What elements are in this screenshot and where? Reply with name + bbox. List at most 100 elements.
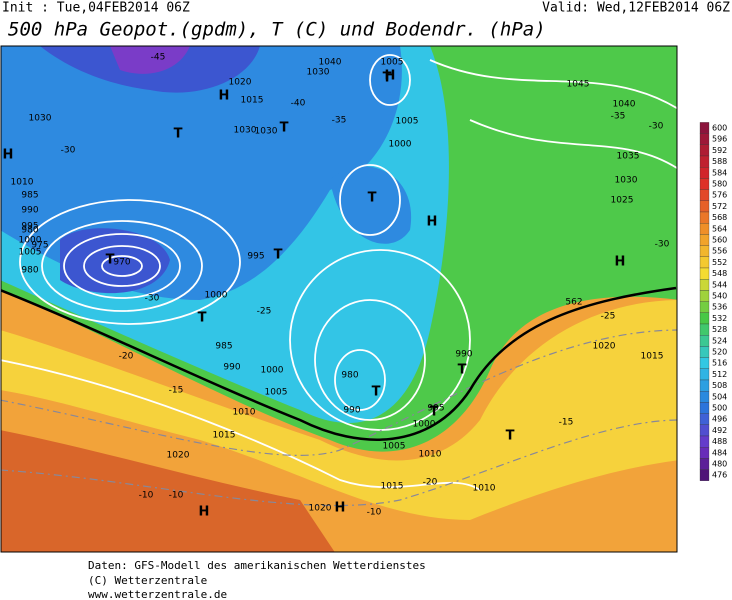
colorbar-segment — [699, 189, 710, 201]
colorbar-segment — [699, 279, 710, 291]
colorbar-segment — [699, 211, 710, 224]
contour-label: 995 — [427, 404, 444, 414]
contour-label: 1030 — [255, 127, 278, 137]
footer-copyright: (C) Wetterzentrale — [88, 574, 207, 587]
pressure-center: T — [383, 71, 392, 86]
colorbar-tick-label: 520 — [712, 348, 727, 357]
contour-label: 980 — [21, 226, 38, 236]
contour-label: 1020 — [167, 451, 190, 461]
contour-label: -10 — [139, 491, 154, 501]
colorbar-segment — [699, 447, 710, 459]
contour-label: -30 — [145, 294, 160, 304]
contour-label: 1005 — [19, 248, 42, 258]
pressure-center: T — [280, 121, 289, 136]
colorbar-tick-label: 568 — [712, 213, 727, 222]
colorbar-tick-label: 492 — [712, 426, 727, 435]
colorbar-tick-label: 512 — [712, 370, 727, 379]
colorbar-tick-label: 532 — [712, 314, 727, 323]
contour-label: 1000 — [19, 236, 42, 246]
contour-label: 995 — [247, 252, 264, 262]
contour-label: 990 — [21, 206, 38, 216]
contour-label: -15 — [169, 386, 184, 396]
contour-label: 562 — [565, 298, 582, 308]
contour-label: -35 — [611, 112, 626, 122]
pressure-center: H — [335, 501, 346, 516]
contour-label: -30 — [61, 146, 76, 156]
colorbar-tick-label: 516 — [712, 359, 727, 368]
colorbar-segment — [699, 167, 710, 179]
contour-label: -20 — [119, 352, 134, 362]
colorbar-segment — [699, 368, 710, 381]
colorbar-segment — [699, 245, 710, 257]
colorbar-segment — [699, 301, 710, 313]
contour-label: -10 — [367, 508, 382, 518]
colorbar-tick-label: 536 — [712, 303, 727, 312]
colorbar-segment — [699, 256, 710, 269]
colorbar-segment — [699, 458, 710, 470]
pressure-center: T — [368, 191, 377, 206]
colorbar-segment — [699, 357, 710, 369]
contour-label: 970 — [113, 258, 130, 268]
colorbar-tick-label: 496 — [712, 415, 727, 424]
colorbar-tick-label: 596 — [712, 135, 727, 144]
pressure-center: T — [372, 385, 381, 400]
contour-label: 1015 — [641, 352, 664, 362]
contour-label: 1045 — [567, 80, 590, 90]
contour-label: 1020 — [593, 342, 616, 352]
pressure-center: T — [198, 311, 207, 326]
valid-time: Valid: Wed,12FEB2014 06Z — [542, 1, 730, 16]
pressure-center: T — [106, 253, 115, 268]
contour-label: -10 — [169, 491, 184, 501]
pressure-center: H — [199, 505, 210, 520]
footer-url: www.wetterzentrale.de — [88, 588, 227, 600]
colorbar-tick-label: 588 — [712, 157, 727, 166]
colorbar-segment — [699, 379, 710, 392]
pressure-center: T — [458, 363, 467, 378]
contour-label: 975 — [31, 241, 48, 251]
contour-label: 1020 — [229, 78, 252, 88]
pressure-center: H — [427, 215, 438, 230]
contour-label: -30 — [655, 240, 670, 250]
colorbar-tick-label: 584 — [712, 168, 727, 177]
colorbar-tick-label: 476 — [712, 471, 727, 480]
contour-label: 980 — [21, 266, 38, 276]
pressure-center: H — [3, 148, 14, 163]
colorbar-segment — [699, 346, 710, 358]
colorbar-segment — [699, 155, 710, 168]
contour-label: -25 — [257, 307, 272, 317]
colorbar-tick-label: 480 — [712, 460, 727, 469]
colorbar-segment — [699, 424, 710, 437]
pressure-center: H — [385, 69, 396, 84]
colorbar: 600 596 592 588 584 580 576 572 568 564 560 556 552 5… — [699, 122, 727, 481]
contour-label: -20 — [423, 478, 438, 488]
contour-label: 985 — [215, 342, 232, 352]
colorbar-tick-label: 556 — [712, 247, 727, 256]
contour-label: 1010 — [473, 484, 496, 494]
colorbar-tick-label: 600 — [712, 124, 727, 133]
colorbar-segment — [699, 223, 710, 235]
colorbar-tick-label: 580 — [712, 180, 727, 189]
contour-label: 1010 — [419, 450, 442, 460]
map-title: 500 hPa Geopot.(gpdm), T (C) und Bodendr… — [8, 19, 546, 41]
colorbar-segment — [699, 122, 710, 134]
colorbar-tick-label: 552 — [712, 258, 727, 267]
colorbar-tick-label: 504 — [712, 392, 727, 401]
contour-label: -15 — [559, 418, 574, 428]
pressure-center: T — [274, 248, 283, 263]
colorbar-tick-label: 572 — [712, 202, 727, 211]
colorbar-tick-label: 540 — [712, 292, 727, 301]
contour-label: 1005 — [265, 388, 288, 398]
pressure-center: H — [219, 89, 230, 104]
colorbar-segment — [699, 178, 710, 190]
colorbar-tick-label: 592 — [712, 146, 727, 155]
colorbar-tick-label: 564 — [712, 224, 727, 233]
contour-label: 1000 — [389, 140, 412, 150]
contour-label: 1005 — [383, 442, 406, 452]
contour-label: 1005 — [396, 117, 419, 127]
colorbar-tick-label: 508 — [712, 381, 727, 390]
colorbar-segment — [699, 323, 710, 336]
colorbar-tick-label: 484 — [712, 448, 727, 457]
